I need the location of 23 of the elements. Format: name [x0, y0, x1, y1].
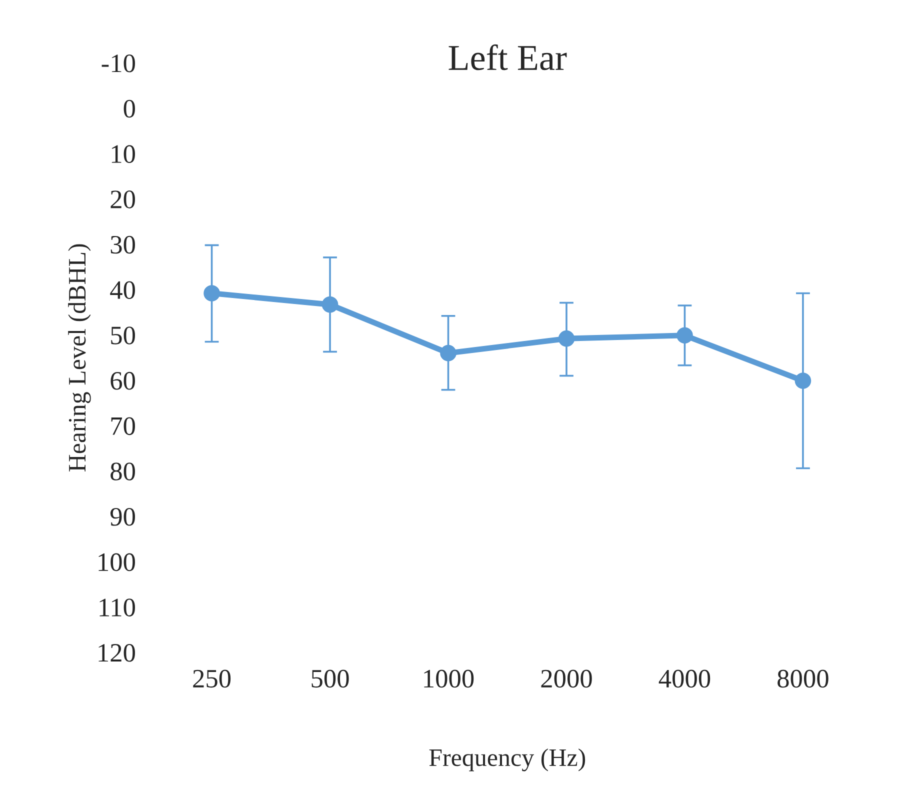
y-tick-label: 70 [111, 417, 135, 436]
y-tick-label: 100 [98, 553, 135, 572]
y-tick-label: 10 [112, 145, 135, 163]
x-tick-label: 1000 [424, 670, 474, 688]
y-tick-label: -10 [102, 54, 135, 72]
y-tick-label: 110 [100, 598, 135, 616]
chart-title: Left Ear [448, 44, 567, 70]
y-tick-label: 50 [111, 326, 135, 344]
x-tick-label: 2000 [541, 670, 592, 688]
y-tick-label: 30 [110, 236, 135, 254]
x-tick-label: 250 [193, 670, 231, 688]
y-tick-label: 80 [110, 462, 135, 480]
x-tick-label: 8000 [778, 670, 828, 688]
y-tick-label: 0 [124, 100, 135, 118]
y-tick-label: 20 [110, 190, 135, 208]
x-axis-title: Frequency (Hz) [429, 748, 586, 772]
y-tick-label: 40 [110, 281, 135, 300]
y-tick-label: 60 [110, 372, 135, 390]
x-tick-label: 4000 [658, 670, 710, 688]
y-axis-title: Hearing Level (dBHL) [68, 244, 91, 472]
y-tick-label: 90 [110, 508, 135, 526]
y-tick-label: 120 [98, 644, 135, 662]
x-tick-label: 500 [312, 670, 349, 688]
